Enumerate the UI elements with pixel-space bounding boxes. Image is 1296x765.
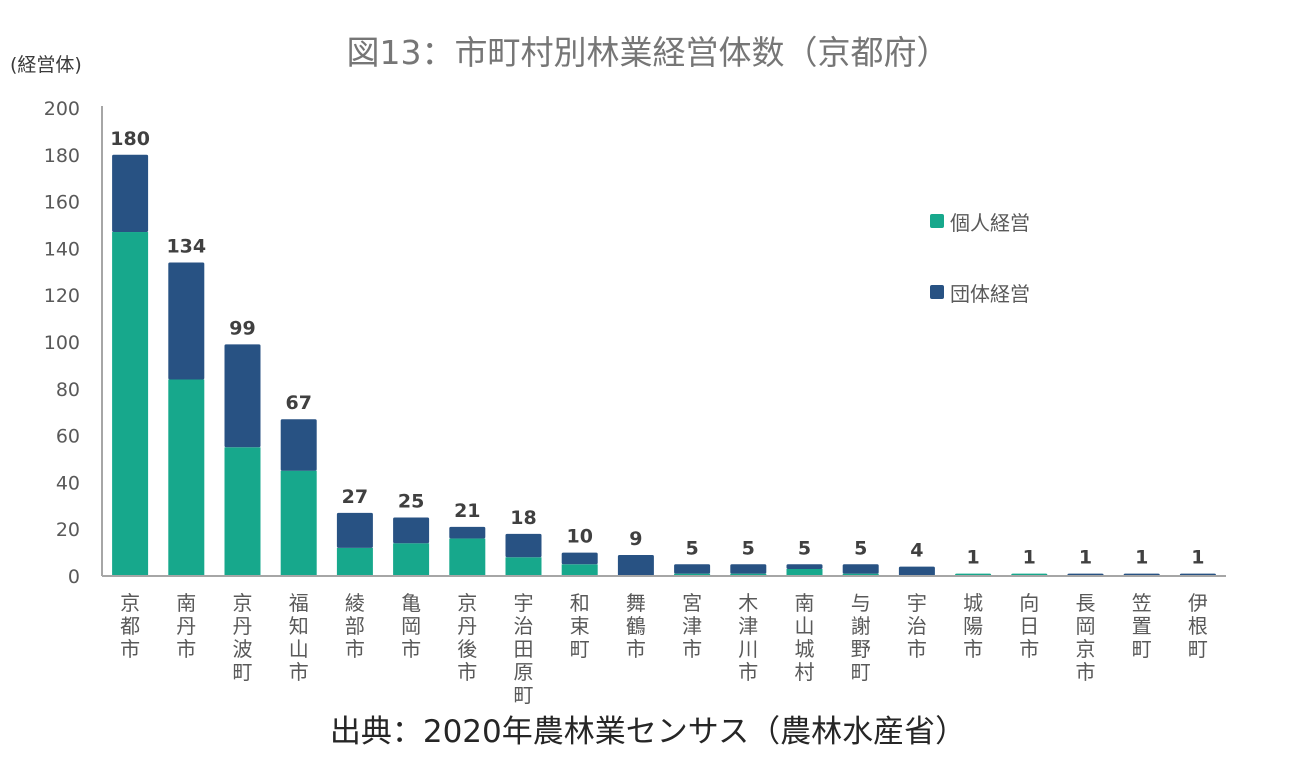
y-tick-label: 20 — [56, 519, 80, 541]
data-label-total: 9 — [629, 528, 642, 550]
data-label-total: 1 — [1191, 547, 1204, 569]
bar-segment-individual — [280, 470, 317, 576]
data-label-total: 5 — [854, 537, 867, 559]
bar-segment-group — [786, 564, 823, 569]
bar-segment-individual — [842, 573, 879, 576]
bar-segment-individual — [786, 568, 823, 576]
data-label-total: 5 — [685, 537, 698, 559]
bar-segment-individual — [112, 232, 149, 576]
legend: 個人経営 団体経営 — [930, 205, 1030, 347]
x-tick-label: 向日市 — [1019, 591, 1039, 661]
y-tick-label: 120 — [44, 285, 80, 307]
data-label-total: 25 — [398, 491, 424, 513]
x-tick-label: 和束町 — [570, 591, 590, 661]
bar-segment-group — [561, 552, 598, 565]
x-tick-label: 京丹後市 — [457, 591, 477, 684]
data-label-total: 1 — [966, 547, 979, 569]
data-label-total: 1 — [1079, 547, 1092, 569]
y-tick-label: 140 — [44, 238, 80, 260]
bar-segment-group — [112, 154, 149, 233]
y-axis-ticks: 0 20 40 60 80 100 120 140 160 180 200 — [44, 98, 80, 588]
bar-segment-group — [730, 564, 767, 574]
y-tick-label: 100 — [44, 332, 80, 354]
data-label-total: 180 — [110, 128, 150, 150]
bar-segment-individual — [336, 547, 373, 576]
legend-swatch-group — [930, 285, 944, 299]
bar-segment-individual — [393, 543, 430, 576]
bar-segment-individual — [561, 564, 598, 576]
y-tick-label: 160 — [44, 192, 80, 214]
bar-segment-group — [224, 344, 261, 448]
x-tick-label: 伊根町 — [1188, 591, 1208, 661]
legend-swatch-individual — [930, 214, 944, 228]
x-tick-label: 福知山市 — [289, 591, 309, 684]
data-labels: 180 134 99 67 27 25 21 18 10 9 5 5 5 5 4 1 1 1 1 1 — [110, 128, 1204, 569]
source-note: 出典：2020年農林業センサス（農林水産省） — [329, 714, 967, 750]
bar-segment-group — [449, 526, 486, 539]
data-label-total: 21 — [454, 500, 480, 522]
x-tick-label: 与謝野町 — [851, 591, 871, 684]
bar-group — [112, 154, 1216, 576]
bar-segment-individual — [730, 573, 767, 576]
x-tick-label: 宇治田原町 — [514, 591, 534, 707]
bar-segment-group — [842, 564, 879, 574]
y-tick-label: 0 — [68, 566, 80, 588]
bar-segment-group — [393, 517, 430, 544]
y-tick-label: 80 — [56, 379, 80, 401]
legend-item-individual: 個人経営 — [930, 205, 1030, 237]
chart-title: 図13：市町村別林業経営体数（京都府） — [346, 33, 950, 72]
x-tick-label: 長岡京市 — [1076, 591, 1096, 684]
data-label-total: 1 — [1135, 547, 1148, 569]
bar-segment-group — [898, 566, 935, 576]
bar-segment-individual — [168, 379, 205, 576]
x-tick-label: 笠置町 — [1132, 591, 1152, 661]
data-label-total: 4 — [910, 540, 923, 562]
legend-label-group: 団体経営 — [950, 281, 1030, 306]
x-tick-label: 京都市 — [120, 591, 140, 661]
data-label-total: 27 — [342, 486, 368, 508]
y-axis-unit-label: (経営体) — [10, 54, 82, 76]
y-tick-label: 180 — [44, 145, 80, 167]
bar-segment-group — [505, 533, 542, 558]
data-label-total: 10 — [566, 526, 592, 548]
bar-segment-individual — [505, 557, 542, 576]
x-tick-label: 宮津市 — [682, 591, 702, 661]
legend-item-group: 団体経営 — [930, 276, 1030, 308]
data-label-total: 18 — [510, 507, 536, 529]
x-tick-label: 木津川市 — [738, 591, 758, 684]
data-label-total: 99 — [229, 317, 255, 339]
bar-segment-group — [168, 262, 205, 380]
x-axis-ticks: 京都市 南丹市 京丹波町 福知山市 綾部市 亀岡市 京丹後市 宇治田原町 和束町 舞鶴市 宮津市 木津… — [120, 591, 1208, 707]
data-label-total: 1 — [1023, 547, 1036, 569]
legend-label-individual: 個人経営 — [950, 210, 1030, 235]
bar-segment-group — [674, 564, 711, 574]
x-tick-label: 城陽市 — [963, 591, 983, 661]
x-tick-label: 南山城村 — [795, 591, 815, 684]
y-tick-label: 200 — [44, 98, 80, 120]
bar-segment-individual — [449, 538, 486, 576]
x-tick-label: 舞鶴市 — [626, 591, 646, 661]
data-label-total: 67 — [285, 392, 311, 414]
bar-segment-group — [280, 419, 317, 471]
data-label-total: 134 — [166, 235, 206, 257]
data-label-total: 5 — [742, 537, 755, 559]
y-tick-label: 60 — [56, 426, 80, 448]
bar-segment-individual — [674, 573, 711, 576]
x-tick-label: 綾部市 — [345, 591, 365, 661]
x-tick-label: 京丹波町 — [233, 591, 253, 684]
x-tick-label: 南丹市 — [176, 591, 196, 661]
data-label-total: 5 — [798, 537, 811, 559]
bar-segment-individual — [224, 447, 261, 576]
bar-segment-group — [617, 554, 654, 576]
x-tick-label: 亀岡市 — [401, 591, 421, 661]
bar-segment-group — [336, 512, 373, 548]
y-tick-label: 40 — [56, 472, 80, 494]
x-tick-label: 宇治市 — [907, 591, 927, 661]
